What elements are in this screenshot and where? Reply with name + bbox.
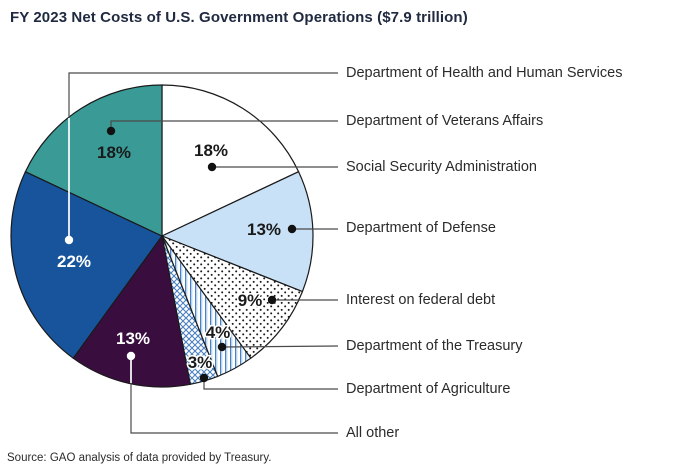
source-note: Source: GAO analysis of data provided by…: [7, 452, 272, 464]
legend-label-interest-on-federal-debt: Interest on federal debt: [346, 292, 496, 308]
leader-line-department-of-the-treasury: [221, 345, 339, 348]
legend-label-department-of-the-treasury: Department of the Treasury: [346, 338, 523, 354]
percent-label-department-of-health-and-human-services: 22%: [57, 252, 91, 271]
leader-line-department-of-health-and-human-services: [68, 72, 338, 118]
legend-label-department-of-veterans-affairs: Department of Veterans Affairs: [346, 113, 544, 129]
leader-lines: [64, 72, 339, 434]
leader-dot-interest-on-federal-debt: [267, 295, 277, 305]
leader-dot-department-of-health-and-human-services: [64, 235, 74, 245]
pie-slices: [10, 84, 314, 388]
leader-dot-all-other: [126, 351, 136, 361]
leader-dot-department-of-defense: [287, 224, 297, 234]
pie-slice-social-security-administration: [161, 84, 300, 237]
percent-label-department-of-agriculture: 3%: [188, 353, 213, 372]
percent-label-department-of-veterans-affairs: 18%: [97, 143, 131, 162]
leader-dot-department-of-veterans-affairs: [106, 126, 116, 136]
percent-label-interest-on-federal-debt: 9%: [238, 291, 263, 310]
pie-slice-department-of-veterans-affairs: [24, 84, 163, 237]
pie-slice-interest-on-federal-debt: [161, 235, 303, 359]
legend-label-social-security-administration: Social Security Administration: [346, 159, 537, 175]
leader-dot-department-of-the-treasury: [217, 342, 227, 352]
legend-label-department-of-defense: Department of Defense: [346, 220, 496, 236]
percent-label-social-security-administration: 18%: [194, 141, 228, 160]
percent-label-department-of-defense: 13%: [247, 220, 281, 239]
pie-slice-all-other: [72, 235, 191, 388]
leader-line-department-of-agriculture: [203, 378, 338, 390]
leader-dot-social-security-administration: [207, 162, 217, 172]
percent-labels: 18% 13% 9% 4% 3% 13% 22% 18%: [57, 141, 281, 374]
legend-label-department-of-health-and-human-services: Department of Health and Human Services: [346, 65, 623, 81]
chart-title: FY 2023 Net Costs of U.S. Government Ope…: [10, 9, 468, 26]
legend-label-department-of-agriculture: Department of Agriculture: [346, 381, 511, 397]
leader-line-all-other: [130, 383, 338, 434]
legend-label-all-other: All other: [346, 425, 400, 441]
percent-label-all-other: 13%: [116, 329, 150, 348]
leader-dot-department-of-agriculture: [199, 373, 209, 383]
pie-slice-department-of-defense: [161, 171, 314, 293]
percent-label-department-of-the-treasury: 4%: [206, 323, 231, 342]
